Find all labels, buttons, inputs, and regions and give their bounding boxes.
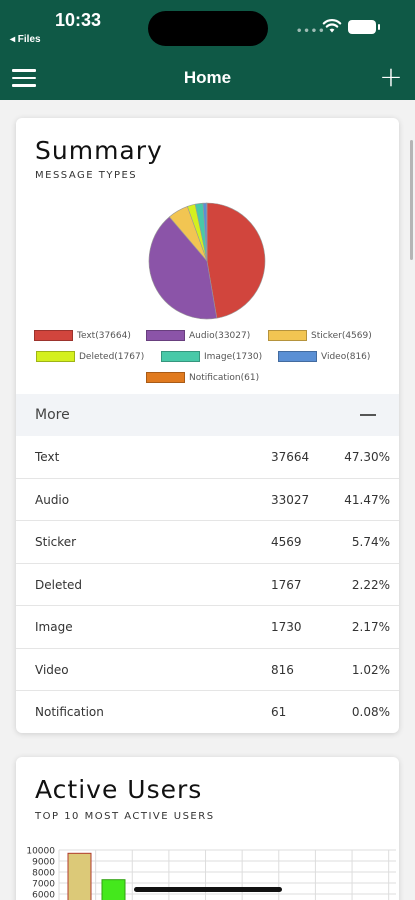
type-percent: 5.74% <box>351 535 390 549</box>
legend-label: Deleted(1767) <box>79 351 145 362</box>
legend-swatch <box>146 330 185 341</box>
legend-swatch <box>36 351 75 362</box>
status-time: 10:33 <box>55 10 102 30</box>
table-row: Image 1730 2.17% <box>16 606 399 649</box>
type-count: 816 <box>271 662 294 677</box>
y-tick-label: 8000 <box>32 869 55 879</box>
type-name: Text <box>35 450 60 464</box>
active-users-subtitle: TOP 10 MOST ACTIVE USERS <box>35 811 215 822</box>
type-name: Audio <box>35 492 70 507</box>
legend-swatch <box>34 330 73 341</box>
type-percent: 2.22% <box>351 577 390 592</box>
signal-icon: •••• <box>296 26 326 37</box>
more-section-header[interactable]: More <box>16 394 399 436</box>
type-count: 1767 <box>271 577 302 592</box>
legend-label: Image(1730) <box>204 351 263 362</box>
pie-slice-audio <box>148 216 218 320</box>
legend-item[interactable]: Video(816) <box>278 351 370 362</box>
legend-item[interactable]: Deleted(1767) <box>36 351 144 362</box>
active-users-title: Active Users <box>35 775 203 804</box>
active-users-card: Active Users TOP 10 MOST ACTIVE USERS 10… <box>16 757 399 900</box>
type-name: Notification <box>35 705 104 719</box>
legend-item[interactable]: Text(37664) <box>34 330 131 341</box>
type-name: Sticker <box>35 535 77 549</box>
table-row: Video 816 1.02% <box>16 649 399 691</box>
legend-item[interactable]: Sticker(4569) <box>268 330 372 341</box>
legend-swatch <box>268 330 307 341</box>
type-count: 61 <box>271 705 287 719</box>
type-percent: 2.17% <box>351 620 390 634</box>
y-tick-label: 7000 <box>32 880 55 890</box>
nav-header: 10:33 ◂ Files •••• Home + <box>0 0 415 100</box>
type-count: 1730 <box>271 620 302 634</box>
table-row: Notification 61 0.08% <box>16 691 399 733</box>
dynamic-island <box>148 11 268 46</box>
legend-swatch <box>278 351 317 362</box>
type-percent: 1.02% <box>351 662 390 677</box>
page-title: Home <box>183 68 232 87</box>
back-to-files-link[interactable]: ◂ Files <box>10 34 41 45</box>
battery-icon <box>348 20 380 34</box>
legend-item[interactable]: Image(1730) <box>161 351 262 362</box>
type-name: Video <box>35 662 69 677</box>
message-types-pie-chart <box>148 202 266 320</box>
more-label: More <box>35 407 70 423</box>
type-name: Deleted <box>35 577 83 592</box>
pie-slice-text <box>206 202 266 319</box>
summary-title: Summary <box>35 136 163 165</box>
table-row: Audio 33027 41.47% <box>16 479 399 521</box>
type-percent: 41.47% <box>344 492 390 507</box>
type-name: Image <box>35 620 73 634</box>
legend-label: Sticker(4569) <box>311 330 372 341</box>
y-tick-label: 6000 <box>32 891 55 900</box>
type-count: 37664 <box>271 450 310 464</box>
summary-card: Summary MESSAGE TYPES Text(37664) Audio(3… <box>16 118 399 733</box>
legend-swatch <box>146 372 185 383</box>
hamburger-menu-icon[interactable] <box>12 69 36 87</box>
wifi-icon <box>322 19 342 33</box>
type-count: 33027 <box>271 492 310 507</box>
user-activity-bar <box>101 879 126 900</box>
table-row: Deleted 1767 2.22% <box>16 564 399 606</box>
summary-subtitle: MESSAGE TYPES <box>35 170 138 181</box>
table-row: Text 37664 47.30% <box>16 436 399 479</box>
legend-swatch <box>161 351 200 362</box>
type-percent: 0.08% <box>351 705 390 719</box>
table-row: Sticker 4569 5.74% <box>16 521 399 564</box>
legend-item[interactable]: Notification(61) <box>146 372 259 383</box>
y-tick-label: 9000 <box>32 858 55 868</box>
home-indicator[interactable] <box>134 887 282 892</box>
scrollbar[interactable] <box>410 140 413 260</box>
y-tick-label: 10000 <box>26 847 55 857</box>
legend-item[interactable]: Audio(33027) <box>146 330 250 341</box>
legend-label: Audio(33027) <box>189 330 251 341</box>
user-activity-bar <box>67 852 92 900</box>
collapse-icon[interactable] <box>360 414 376 416</box>
message-type-table: Text 37664 47.30% Audio 33027 41.47% Sticker 45… <box>16 436 399 733</box>
legend-label: Notification(61) <box>189 372 260 383</box>
type-count: 4569 <box>271 535 302 549</box>
type-percent: 47.30% <box>344 450 390 464</box>
legend-label: Text(37664) <box>77 330 131 341</box>
legend-label: Video(816) <box>321 351 371 362</box>
add-button[interactable]: + <box>379 60 403 93</box>
